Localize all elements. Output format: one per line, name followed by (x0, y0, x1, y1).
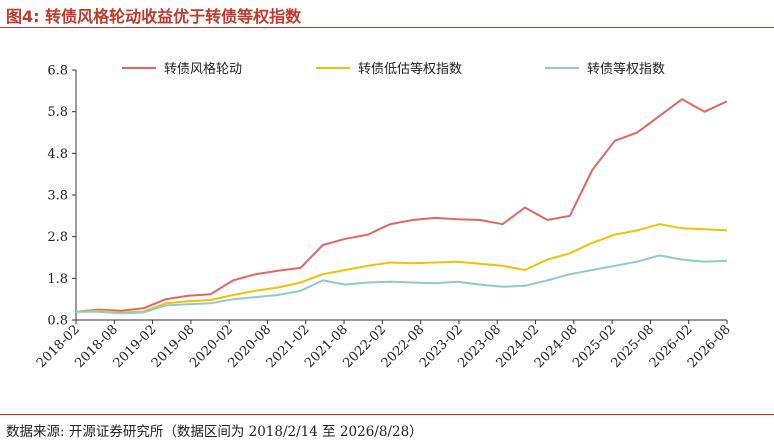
x-tick-label: 2026-08 (685, 322, 734, 371)
x-axis: 2018-022018-082019-022019-082020-022020-… (34, 319, 734, 371)
chart-legend: 转债风格轮动 转债低估等权指数 转债等权指数 (122, 61, 665, 77)
y-tick-label: 0.8 (47, 314, 68, 329)
figure-title: 图4: 转债风格轮动收益优于转债等权指数 (6, 7, 302, 26)
line-chart: 转债风格轮动 转债低估等权指数 转债等权指数 0.8 1.8 2.8 3.8 4.8 5.8 6… (34, 61, 734, 371)
y-tick-label: 6.8 (47, 64, 68, 79)
y-tick-label: 1.8 (47, 272, 68, 287)
series-line (76, 254, 728, 315)
y-tick-label: 2.8 (47, 230, 68, 245)
legend-label: 转债风格轮动 (164, 61, 242, 77)
y-tick-label: 4.8 (47, 147, 68, 162)
legend-label: 转债低估等权指数 (358, 61, 462, 77)
title-divider (0, 27, 774, 28)
legend-label: 转债等权指数 (587, 61, 665, 77)
data-source-note: 数据来源: 开源证券研究所（数据区间为 2018/2/14 至 2026/8/2… (6, 424, 423, 440)
series-line (75, 223, 728, 314)
series-line (75, 98, 728, 313)
plot-area (75, 98, 728, 315)
source-divider (0, 414, 774, 415)
y-tick-label: 3.8 (47, 189, 68, 204)
y-axis: 0.8 1.8 2.8 3.8 4.8 5.8 6.8 (47, 64, 77, 329)
y-tick-label: 5.8 (47, 105, 68, 120)
